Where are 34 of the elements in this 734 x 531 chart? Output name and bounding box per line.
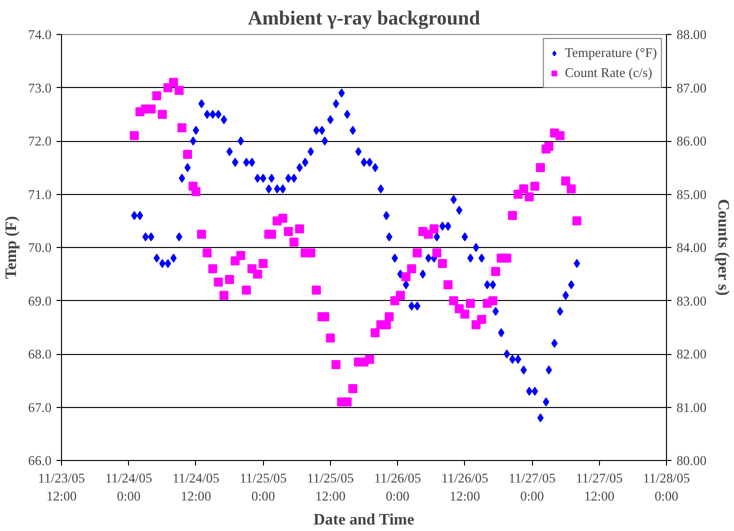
x-tick-label: 11/25/05 0:00 xyxy=(240,470,287,504)
y-tick-label: 73.0 xyxy=(28,80,52,96)
x-tick-label: 11/23/05 12:00 xyxy=(38,470,86,504)
y-tick-label: 71.0 xyxy=(28,186,52,202)
y2-tick-label: 86.00 xyxy=(676,134,707,148)
x-tick-label: 11/26/05 0:00 xyxy=(374,470,422,504)
x-tick-label: 11/27/05 12:00 xyxy=(576,470,624,504)
y-tick-label: 70.0 xyxy=(28,240,52,255)
y2-tick-label: 82.00 xyxy=(676,346,707,362)
y2-tick-label: 88.00 xyxy=(676,27,707,42)
y2-tick-label: 83.00 xyxy=(676,293,707,308)
chart-title: Ambient γ-ray background xyxy=(248,8,480,30)
y-tick-label: 67.0 xyxy=(28,400,52,415)
y2-axis-title: Counts (per s) xyxy=(714,199,732,296)
x-tick-label: 11/28/05 0:00 xyxy=(643,470,690,504)
y-axis-title: Temp (F) xyxy=(3,216,20,279)
y2-tick-label: 80.00 xyxy=(676,453,707,468)
x-tick-label: 11/24/05 12:00 xyxy=(172,470,220,504)
legend-label: Temperature (°F) xyxy=(564,45,657,61)
legend-label: Count Rate (c/s) xyxy=(564,65,652,81)
y-tick-label: 66.0 xyxy=(28,453,52,468)
y-tick-label: 74.0 xyxy=(28,27,52,42)
y2-tick-label: 84.00 xyxy=(676,240,707,255)
y-tick-label: 68.0 xyxy=(28,346,52,362)
y2-tick-label: 81.00 xyxy=(676,400,707,415)
y2-tick-label: 87.00 xyxy=(676,80,707,96)
x-tick-label: 11/26/05 12:00 xyxy=(441,470,489,504)
y-tick-label: 69.0 xyxy=(28,293,52,308)
x-tick-label: 11/24/05 0:00 xyxy=(105,470,153,504)
x-tick-label: 11/27/05 0:00 xyxy=(508,470,556,504)
y-tick-label: 72.0 xyxy=(28,134,52,148)
x-tick-label: 11/25/05 12:00 xyxy=(306,470,354,504)
x-axis-title: Date and Time xyxy=(313,512,414,528)
y2-tick-label: 85.00 xyxy=(676,186,707,202)
